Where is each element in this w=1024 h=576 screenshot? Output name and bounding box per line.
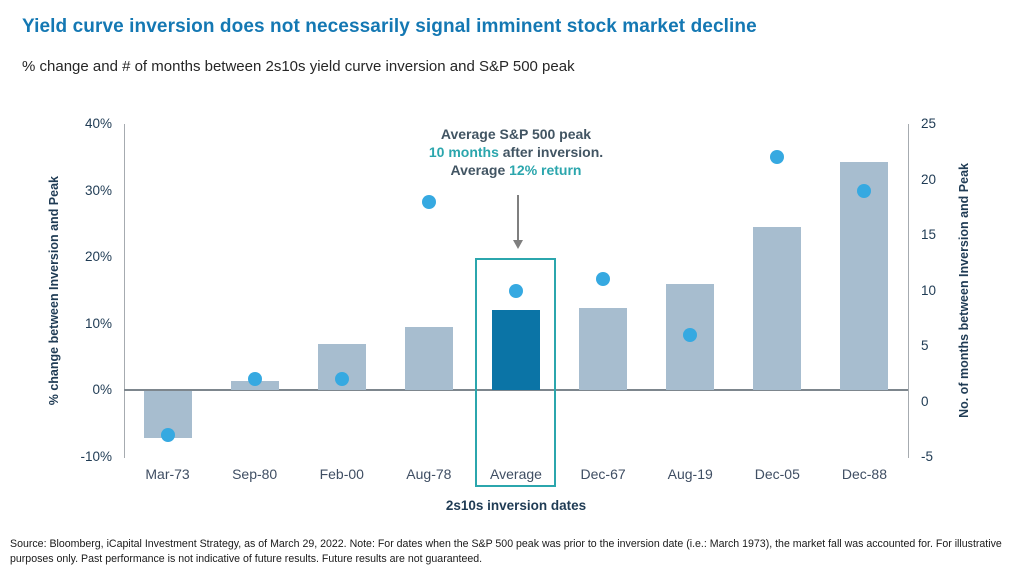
annotation-line-3: Average 12% return [356, 161, 676, 179]
bar-Dec-05 [753, 227, 802, 391]
source-note: Source: Bloomberg, iCapital Investment S… [10, 537, 1018, 567]
dot-Aug-19 [683, 327, 698, 342]
annotation-arrow-icon [513, 195, 523, 252]
annotation-return-highlight: 12% return [509, 162, 582, 178]
dot-Aug-78 [421, 194, 436, 209]
left-axis-title-text: % change between Inversion and Peak [47, 175, 61, 406]
x-tick-label-Sep-80: Sep-80 [232, 466, 278, 482]
annotation-line-2-rest: after inversion. [498, 144, 604, 160]
zero-axis-line [124, 389, 908, 392]
annotation-line-2: 10 months after inversion. [356, 143, 676, 161]
dot-Mar-73 [160, 427, 175, 442]
dot-Average [509, 283, 523, 298]
bar-Aug-78 [404, 327, 453, 391]
right-axis-tick: 20 [921, 171, 937, 187]
right-axis-tick: 10 [921, 282, 937, 298]
source-note-line-1: Source: Bloomberg, iCapital Investment S… [10, 538, 1002, 550]
x-tick-label-Aug-78: Aug-78 [406, 466, 452, 482]
annotation-line-3-prefix: Average [450, 162, 510, 178]
bar-Average [492, 310, 540, 391]
right-axis-tick: 25 [921, 116, 937, 131]
x-tick-label-Mar-73: Mar-73 [145, 466, 190, 482]
x-tick-label-Average: Average [490, 466, 542, 482]
left-axis-tick: 40% [84, 116, 112, 131]
right-axis-tick: -5 [921, 449, 934, 464]
chart-subtitle: % change and # of months between 2s10s y… [22, 58, 575, 75]
annotation-callout: Average S&P 500 peak 10 months after inv… [356, 125, 676, 179]
annotation-months-highlight: 10 months [428, 144, 499, 160]
annotation-line-1: Average S&P 500 peak [440, 126, 592, 142]
arrow-head [513, 240, 523, 249]
x-tick-label-Dec-05: Dec-05 [754, 466, 800, 482]
left-axis-tick: 20% [84, 249, 112, 265]
x-tick-label-Dec-67: Dec-67 [580, 466, 626, 482]
dot-Sep-80 [247, 372, 262, 387]
bar-Dec-88 [840, 161, 889, 391]
x-tick-label-Aug-19: Aug-19 [667, 466, 713, 482]
right-axis-tick: 15 [921, 227, 937, 242]
left-axis-tick: 10% [84, 315, 112, 331]
right-axis-tick: 0 [921, 393, 929, 409]
arrow-shaft [517, 195, 519, 241]
right-axis-line [908, 124, 909, 458]
left-axis-tick: 0% [92, 382, 112, 398]
dot-Dec-88 [857, 183, 872, 198]
left-axis-tick: 30% [84, 182, 112, 198]
dot-Dec-67 [596, 272, 611, 287]
dot-Feb-00 [334, 372, 349, 387]
x-axis-title: 2s10s inversion dates [445, 498, 587, 513]
plot-area [124, 124, 908, 457]
left-axis-tick: -10% [80, 449, 112, 464]
chart-title: Yield curve inversion does not necessari… [22, 16, 757, 37]
x-tick-label-Dec-88: Dec-88 [841, 466, 887, 482]
dot-Dec-05 [770, 150, 785, 165]
left-axis-line [124, 124, 125, 458]
right-axis-tick: 5 [921, 338, 929, 353]
bar-Dec-67 [579, 308, 628, 391]
source-note-line-2: purposes only. Past performance is not i… [10, 553, 483, 565]
x-tick-label-Feb-00: Feb-00 [319, 466, 364, 482]
average-highlight-box [475, 258, 556, 487]
left-axis-title: % change between Inversion and Peak [44, 124, 64, 457]
